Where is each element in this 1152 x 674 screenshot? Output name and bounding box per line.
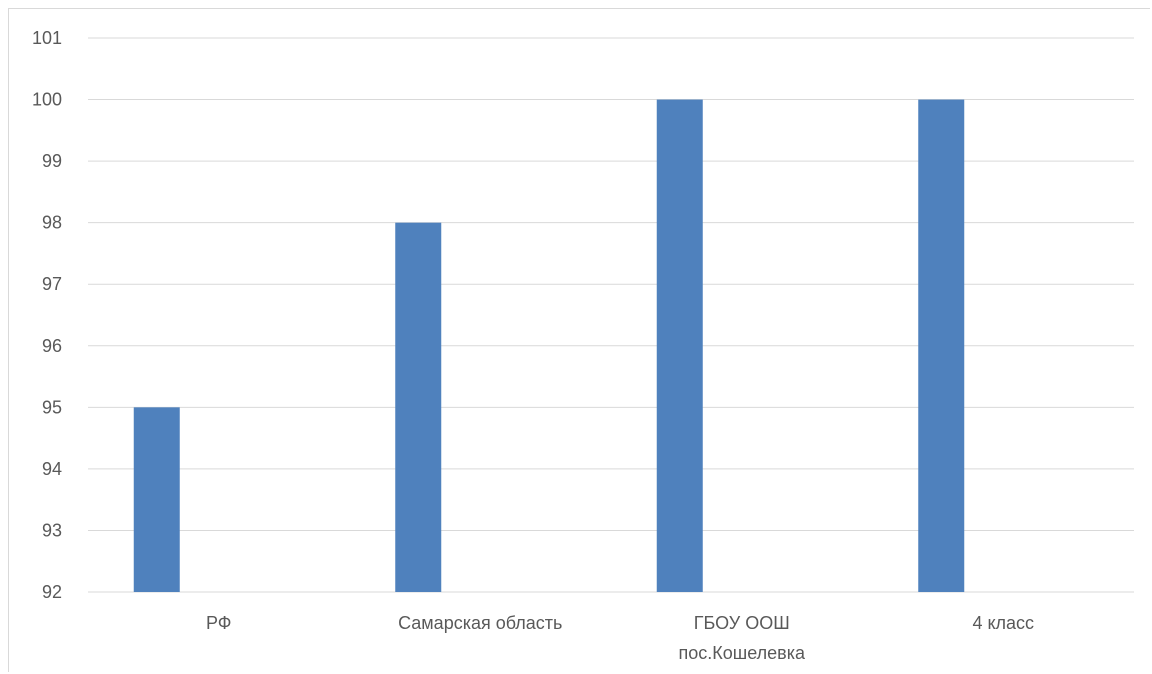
bar-2 [656, 99, 703, 593]
y-tick-label: 92 [42, 582, 62, 602]
gridlines [88, 37, 1134, 593]
bar-1 [395, 222, 442, 592]
y-axis-tick-labels: 92 93 94 95 96 97 98 99 100 101 [32, 28, 62, 602]
x-category-label: ГБОУ ООШ [694, 613, 790, 633]
x-axis-category-labels: РФ Самарская область ГБОУ ООШ пос.Кошелевка… [206, 613, 1034, 663]
bar-3 [918, 99, 965, 593]
y-tick-label: 97 [42, 274, 62, 294]
y-tick-label: 96 [42, 336, 62, 356]
y-tick-label: 98 [42, 213, 62, 233]
x-category-label: Самарская область [398, 613, 562, 633]
y-tick-label: 100 [32, 90, 62, 110]
y-tick-label: 93 [42, 520, 62, 540]
y-tick-label: 94 [42, 459, 62, 479]
x-category-label: пос.Кошелевка [679, 643, 806, 663]
y-tick-label: 101 [32, 28, 62, 48]
y-tick-label: 95 [42, 397, 62, 417]
bars [133, 99, 965, 593]
x-category-label: РФ [206, 613, 232, 633]
x-category-label: 4 класс [972, 613, 1034, 633]
y-tick-label: 99 [42, 151, 62, 171]
bar-0 [133, 407, 180, 592]
